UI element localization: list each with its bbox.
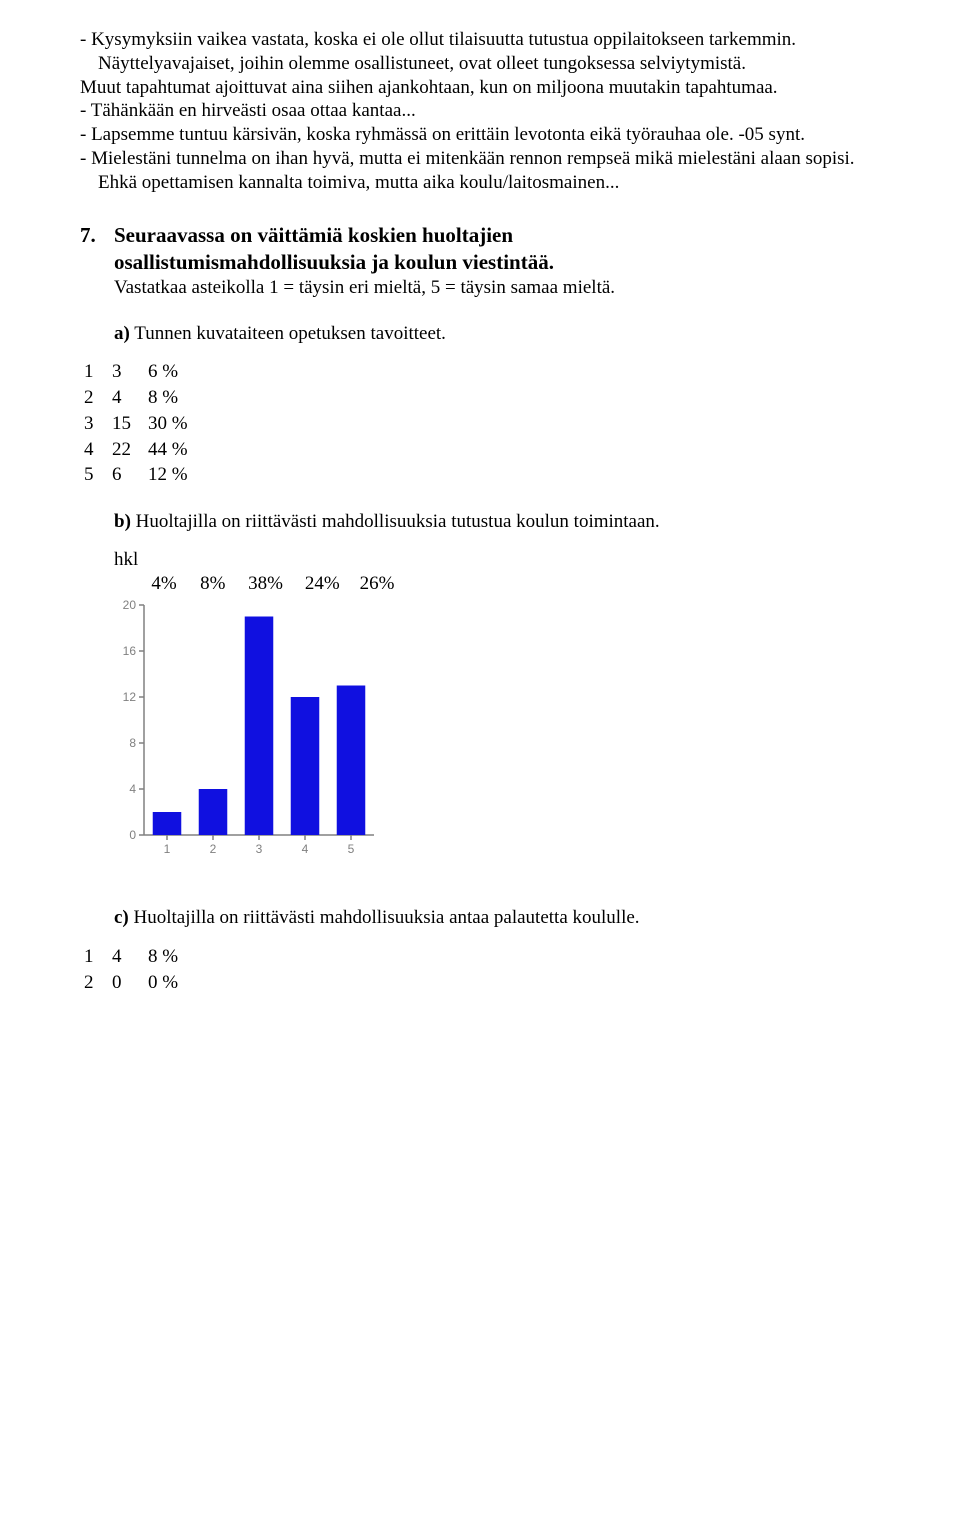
pct: 4% — [142, 572, 186, 596]
table-row: 148 % — [80, 944, 182, 970]
chart-b: 04812162012345 — [114, 597, 880, 866]
table-c: 148 % 200 % — [80, 944, 182, 996]
intro-bullets: - Kysymyksiin vaikea vastata, koska ei o… — [80, 28, 880, 194]
question-heading: 7.Seuraavassa on väittämiä koskien huolt… — [80, 222, 880, 276]
cell: 30 % — [144, 411, 192, 437]
svg-text:8: 8 — [129, 736, 136, 750]
subquestion-c-label: c) Huoltajilla on riittävästi mahdollisu… — [114, 906, 880, 930]
cell: 44 % — [144, 437, 192, 463]
cell: 0 % — [144, 970, 182, 996]
cell: 2 — [80, 385, 108, 411]
subquestion-b-label: b) Huoltajilla on riittävästi mahdollisu… — [114, 510, 880, 534]
cell: 3 — [108, 359, 144, 385]
svg-text:1: 1 — [164, 842, 171, 856]
cell: 6 % — [144, 359, 192, 385]
svg-text:5: 5 — [348, 842, 355, 856]
subquestion-a-text: Tunnen kuvataiteen opetuksen tavoitteet. — [134, 323, 446, 344]
svg-text:4: 4 — [302, 842, 309, 856]
cell: 3 — [80, 411, 108, 437]
bullet-item: - Lapsemme tuntuu kärsivän, koska ryhmäs… — [80, 123, 880, 147]
cell: 15 — [108, 411, 144, 437]
hkl-label: hkl — [114, 548, 880, 572]
question-number: 7. — [80, 222, 114, 248]
table-row: 42244 % — [80, 437, 192, 463]
table-row: 200 % — [80, 970, 182, 996]
bar-chart: 04812162012345 — [114, 597, 380, 859]
cell: 1 — [80, 359, 108, 385]
bullet-item: - Mielestäni tunnelma on ihan hyvä, mutt… — [80, 147, 880, 195]
subquestion-a-label: a) Tunnen kuvataiteen opetuksen tavoitte… — [114, 322, 880, 346]
subquestion-b-text: Huoltajilla on riittävästi mahdollisuuks… — [136, 511, 660, 532]
subquestion-c-text: Huoltajilla on riittävästi mahdollisuuks… — [134, 907, 640, 928]
question-title-line2: osallistumismahdollisuuksia ja koulun vi… — [114, 250, 554, 274]
svg-text:3: 3 — [256, 842, 263, 856]
table-row: 31530 % — [80, 411, 192, 437]
question-title: Seuraavassa on väittämiä koskien huoltaj… — [114, 223, 513, 247]
bullet-item: - Tähänkään en hirveästi osaa ottaa kant… — [80, 99, 880, 123]
cell: 4 — [80, 437, 108, 463]
table-row: 5612 % — [80, 462, 192, 488]
table-a: 136 % 248 % 31530 % 42244 % 5612 % — [80, 359, 192, 488]
cell: 8 % — [144, 385, 192, 411]
svg-text:2: 2 — [210, 842, 217, 856]
cell: 22 — [108, 437, 144, 463]
cell: 4 — [108, 385, 144, 411]
svg-text:12: 12 — [123, 690, 137, 704]
bullet-item: - Kysymyksiin vaikea vastata, koska ei o… — [80, 28, 880, 76]
bullet-item: Muut tapahtumat ajoittuvat aina siihen a… — [80, 76, 880, 100]
table-row: 136 % — [80, 359, 192, 385]
pct: 24% — [296, 572, 348, 596]
cell: 12 % — [144, 462, 192, 488]
cell: 0 — [108, 970, 144, 996]
cell: 8 % — [144, 944, 182, 970]
svg-text:16: 16 — [123, 644, 137, 658]
cell: 5 — [80, 462, 108, 488]
svg-text:0: 0 — [129, 828, 136, 842]
percent-row: 4% 8% 38% 24% 26% — [142, 572, 880, 596]
pct: 38% — [240, 572, 292, 596]
cell: 6 — [108, 462, 144, 488]
pct: 26% — [353, 572, 401, 596]
question-subtitle: Vastatkaa asteikolla 1 = täysin eri miel… — [114, 276, 880, 300]
pct: 8% — [191, 572, 235, 596]
cell: 2 — [80, 970, 108, 996]
cell: 4 — [108, 944, 144, 970]
svg-text:4: 4 — [129, 782, 136, 796]
table-row: 248 % — [80, 385, 192, 411]
cell: 1 — [80, 944, 108, 970]
svg-text:20: 20 — [123, 598, 137, 612]
